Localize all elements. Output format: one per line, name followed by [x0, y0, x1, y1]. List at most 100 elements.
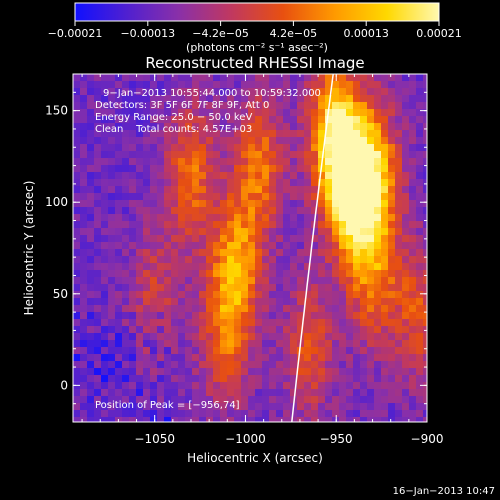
heatmap-cell [311, 109, 318, 116]
heatmap-cell [171, 340, 178, 347]
heatmap-cell [374, 382, 381, 389]
heatmap-cell [395, 214, 402, 221]
heatmap-cell [339, 270, 346, 277]
heatmap-cell [353, 172, 360, 179]
heatmap-cell [101, 158, 108, 165]
heatmap-cell [101, 312, 108, 319]
heatmap-cell [311, 200, 318, 207]
heatmap-cell [178, 312, 185, 319]
heatmap-cell [73, 361, 80, 368]
heatmap-cell [381, 123, 388, 130]
heatmap-cell [318, 74, 325, 81]
heatmap-cell [311, 95, 318, 102]
heatmap-cell [304, 137, 311, 144]
heatmap-cell [80, 333, 87, 340]
x-tick-label: −950 [320, 432, 353, 446]
heatmap-cell [178, 298, 185, 305]
heatmap-cell [157, 375, 164, 382]
heatmap-cell [164, 109, 171, 116]
heatmap-cell [143, 256, 150, 263]
heatmap-cell [297, 186, 304, 193]
heatmap-cell [241, 319, 248, 326]
heatmap-cell [80, 375, 87, 382]
heatmap-cell [346, 74, 353, 81]
heatmap-cell [164, 389, 171, 396]
heatmap-cell [171, 417, 178, 422]
heatmap-cell [339, 186, 346, 193]
heatmap-cell [199, 319, 206, 326]
heatmap-cell [248, 396, 255, 403]
heatmap-cell [94, 305, 101, 312]
heatmap-cell [192, 179, 199, 186]
heatmap-cell [150, 284, 157, 291]
heatmap-cell [206, 277, 213, 284]
heatmap-cell [381, 242, 388, 249]
heatmap-cell [199, 389, 206, 396]
heatmap-cell [332, 179, 339, 186]
heatmap-cell [402, 88, 409, 95]
heatmap-cell [80, 95, 87, 102]
heatmap-cell [318, 361, 325, 368]
heatmap-cell [304, 158, 311, 165]
heatmap-cell [297, 172, 304, 179]
heatmap-cell [367, 396, 374, 403]
colorbar-ticks: −0.00021 −0.00013 −4.2e−05 4.2e−05 0.00013 0.… [48, 21, 462, 40]
heatmap-cell [346, 305, 353, 312]
heatmap-cell [269, 298, 276, 305]
heatmap-cell [339, 158, 346, 165]
heatmap-cell [94, 116, 101, 123]
heatmap-cell [367, 88, 374, 95]
heatmap-cell [423, 102, 427, 109]
heatmap-cell [185, 242, 192, 249]
heatmap-cell [423, 81, 427, 88]
heatmap-cell [346, 368, 353, 375]
heatmap-cell [192, 123, 199, 130]
heatmap-cell [402, 137, 409, 144]
heatmap-cell [395, 333, 402, 340]
heatmap-cell [73, 193, 80, 200]
heatmap-cell [409, 186, 416, 193]
heatmap-cell [318, 193, 325, 200]
heatmap-cell [423, 228, 427, 235]
heatmap-cell [164, 123, 171, 130]
heatmap-cell [367, 179, 374, 186]
heatmap-cell [360, 116, 367, 123]
heatmap-cell [346, 172, 353, 179]
heatmap-cell [143, 186, 150, 193]
heatmap-cell [136, 305, 143, 312]
heatmap-cell [136, 151, 143, 158]
heatmap-cell [213, 109, 220, 116]
heatmap-cell [262, 410, 269, 417]
heatmap-cell [353, 200, 360, 207]
heatmap-cell [304, 368, 311, 375]
heatmap-cell [353, 249, 360, 256]
heatmap-cell [206, 123, 213, 130]
heatmap-cell [353, 256, 360, 263]
heatmap-cell [108, 242, 115, 249]
heatmap-cell [122, 382, 129, 389]
heatmap-cell [101, 179, 108, 186]
heatmap-cell [129, 347, 136, 354]
heatmap-cell [241, 256, 248, 263]
heatmap-cell [339, 207, 346, 214]
heatmap-cell [262, 95, 269, 102]
heatmap-cell [276, 102, 283, 109]
heatmap-cell [297, 263, 304, 270]
heatmap-cell [409, 172, 416, 179]
heatmap-cell [262, 137, 269, 144]
heatmap-cell [311, 368, 318, 375]
heatmap-cell [360, 165, 367, 172]
heatmap-cell [101, 193, 108, 200]
heatmap-cell [241, 242, 248, 249]
heatmap-cell [395, 291, 402, 298]
heatmap-cell [255, 193, 262, 200]
heatmap-cell [255, 403, 262, 410]
heatmap-cell [381, 95, 388, 102]
heatmap-cell [381, 361, 388, 368]
heatmap-cell [108, 347, 115, 354]
heatmap-cell [255, 151, 262, 158]
heatmap-cell [367, 109, 374, 116]
heatmap-cell [290, 375, 297, 382]
heatmap-cell [227, 396, 234, 403]
heatmap-cell [332, 298, 339, 305]
